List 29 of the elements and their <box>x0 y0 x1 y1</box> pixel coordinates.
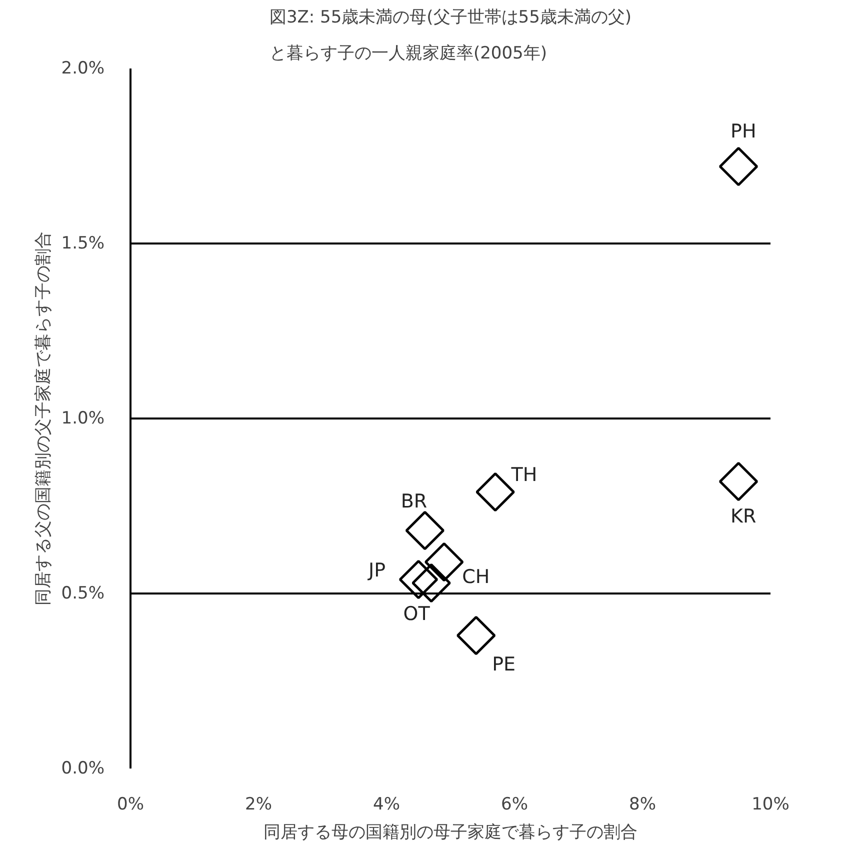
x-tick-label: 8% <box>629 794 656 814</box>
y-tick-label: 2.0% <box>61 58 105 78</box>
point <box>405 510 445 550</box>
x-tick-label: 6% <box>501 794 528 814</box>
y-tick-label: 0.5% <box>61 584 105 604</box>
y-axis-title: 同居する父の国籍別の父子家庭で暮らす子の割合 <box>33 232 54 606</box>
series-label: TH <box>510 464 538 486</box>
x-tick-label: 10% <box>752 794 790 814</box>
x-tick-label: 2% <box>245 794 272 814</box>
point <box>412 563 451 603</box>
series-label: JP <box>368 560 386 582</box>
x-axis-title: 同居する母の国籍別の母子家庭で暮らす子の割合 <box>264 822 638 842</box>
x-tick-label: 0% <box>117 794 144 814</box>
series-label: KR <box>730 506 756 528</box>
series-label: CH <box>462 566 490 588</box>
series-label: OT <box>403 603 430 625</box>
point <box>718 146 758 186</box>
series-label: PE <box>492 654 516 676</box>
point <box>718 462 758 502</box>
y-tick-label: 1.0% <box>61 408 105 428</box>
point <box>456 616 496 656</box>
point <box>424 542 464 582</box>
series-label: PH <box>730 120 756 142</box>
chart-title: 図3Z: 55歳未満の母(父子世帯は55歳未満の父) と暮らす子の一人親家庭率(2005年) <box>269 8 632 64</box>
y-tick-label: 1.5% <box>61 234 105 254</box>
x-tick-label: 4% <box>373 794 400 814</box>
point <box>398 560 438 600</box>
y-tick-label: 0.0% <box>61 758 105 778</box>
series-label: BR <box>400 490 428 512</box>
